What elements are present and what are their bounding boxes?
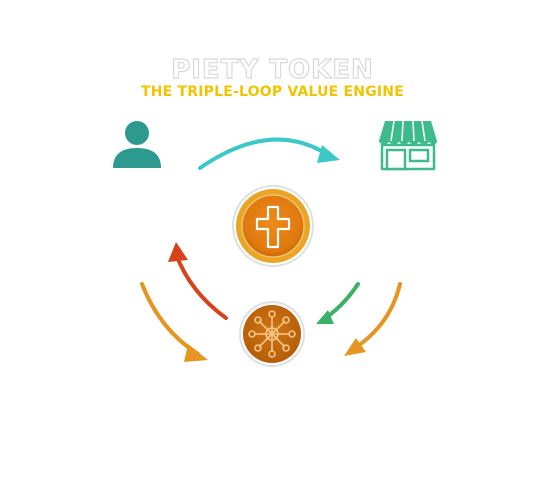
green-arrow-right [316,282,360,324]
cross-icon [232,185,314,267]
teal-arrow-user-to-store [198,137,340,170]
orange-arrow-left [140,282,208,362]
network-icon [239,301,305,367]
store-icon [378,120,438,171]
diagram-subtitle: THE TRIPLE-LOOP VALUE ENGINE [141,84,404,100]
diagram-title: PIETY TOKEN [171,54,374,85]
red-arrow-return [168,242,228,320]
user-icon [113,121,161,168]
orange-arrow-right [344,282,402,356]
